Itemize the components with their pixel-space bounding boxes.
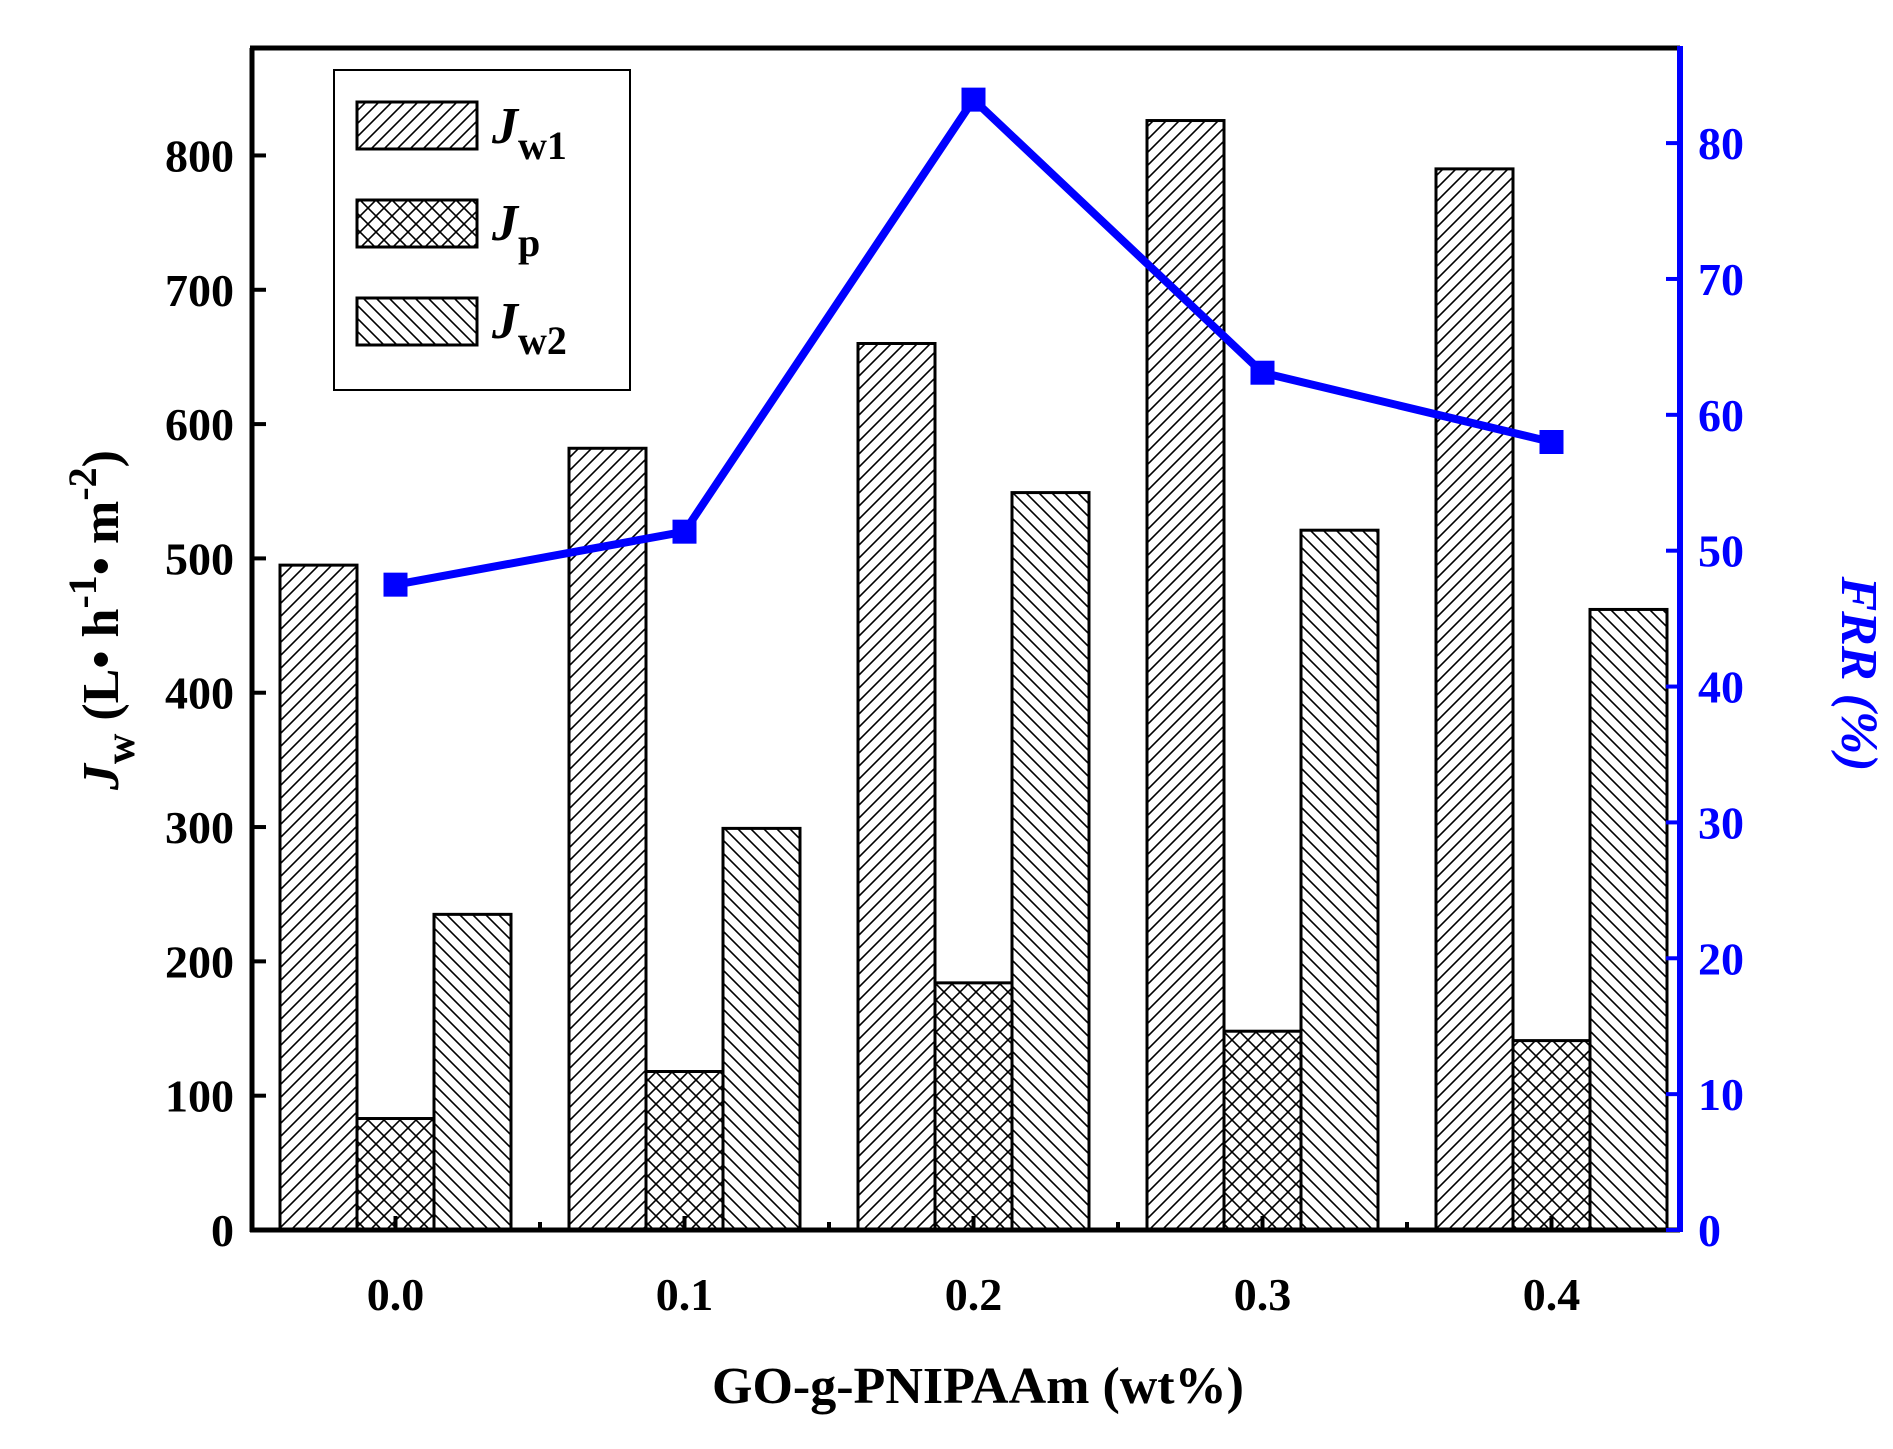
bar-jw1-0.3 [1145, 119, 1226, 1232]
legend-swatch-jp [355, 198, 479, 249]
x-tick-label: 0.3 [1234, 1269, 1292, 1320]
legend-swatch-jw1 [355, 100, 479, 151]
legend-label-jw2: Jw2 [491, 293, 567, 363]
y-tick-label: 300 [165, 802, 234, 853]
ticks-layer: 0 100 200 300 400 500 600 700 800 0 10 20 30 40 50 60 70… [165, 118, 1744, 1320]
legend: Jw1 Jp Jw2 [333, 69, 631, 391]
x-tick-label: 0.2 [945, 1269, 1003, 1320]
y2-axis-title: FRR (%) [1830, 576, 1887, 772]
y2-tick-label: 0 [1698, 1205, 1721, 1256]
frr-point-0.0 [383, 572, 408, 597]
frr-point-0.1 [672, 519, 697, 544]
x-tick-label: 0.4 [1523, 1269, 1581, 1320]
bar-jw1-0.4 [1434, 167, 1515, 1232]
y2-tick-label: 50 [1698, 526, 1744, 577]
bar-jw2-0.3 [1299, 528, 1380, 1232]
frr-point-0.4 [1539, 430, 1564, 454]
frr-point-0.3 [1250, 360, 1275, 385]
y-tick-label: 400 [165, 668, 234, 719]
y2-tick-label: 20 [1698, 933, 1744, 984]
bar-jp-0.1 [644, 1070, 725, 1232]
y-tick-label: 0 [211, 1205, 234, 1256]
bar-jw2-0.4 [1588, 607, 1669, 1232]
legend-label-jp: Jp [491, 195, 540, 265]
bar-jp-0.4 [1511, 1039, 1592, 1232]
frr-line-layer [383, 87, 1564, 597]
x-tick-label: 0.1 [656, 1269, 714, 1320]
frr-point-0.2 [961, 87, 986, 112]
bar-jp-0.3 [1222, 1029, 1303, 1232]
bar-jw1-0.2 [856, 342, 937, 1232]
bar-jp-0.0 [355, 1117, 436, 1232]
y2-tick-label: 60 [1698, 390, 1744, 441]
y-tick-label: 700 [165, 265, 234, 316]
bar-jw2-0.2 [1010, 491, 1091, 1232]
y-tick-label: 800 [165, 130, 234, 181]
bar-jw1-0.0 [278, 563, 359, 1232]
y2-tick-label: 80 [1698, 118, 1744, 169]
y-tick-label: 200 [165, 936, 234, 987]
x-axis-title: GO-g-PNIPAAm (wt%) [712, 1358, 1244, 1415]
bar-jp-0.2 [933, 981, 1014, 1232]
bar-jw2-0.0 [432, 912, 513, 1232]
y-axis-title: Jw (L• h-1• m-2) [60, 450, 144, 791]
x-tick-label: 0.0 [367, 1269, 425, 1320]
y2-tick-label: 30 [1698, 797, 1744, 848]
bars-layer [278, 119, 1669, 1232]
bar-jw1-0.1 [567, 446, 648, 1232]
y2-tick-label: 40 [1698, 662, 1744, 713]
y-tick-label: 100 [165, 1071, 234, 1122]
bar-jw2-0.1 [721, 826, 802, 1232]
y-tick-label: 600 [165, 399, 234, 450]
legend-swatch-jw2 [355, 296, 479, 347]
y2-tick-label: 70 [1698, 254, 1744, 305]
y-tick-label: 500 [165, 533, 234, 584]
legend-label-jw1: Jw1 [491, 98, 567, 168]
y2-tick-label: 10 [1698, 1069, 1744, 1120]
